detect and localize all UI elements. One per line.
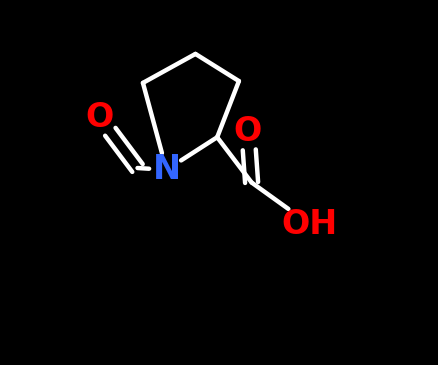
Text: O: O (85, 101, 113, 134)
Text: N: N (152, 153, 180, 186)
Text: O: O (234, 115, 262, 148)
Text: OH: OH (282, 208, 338, 241)
